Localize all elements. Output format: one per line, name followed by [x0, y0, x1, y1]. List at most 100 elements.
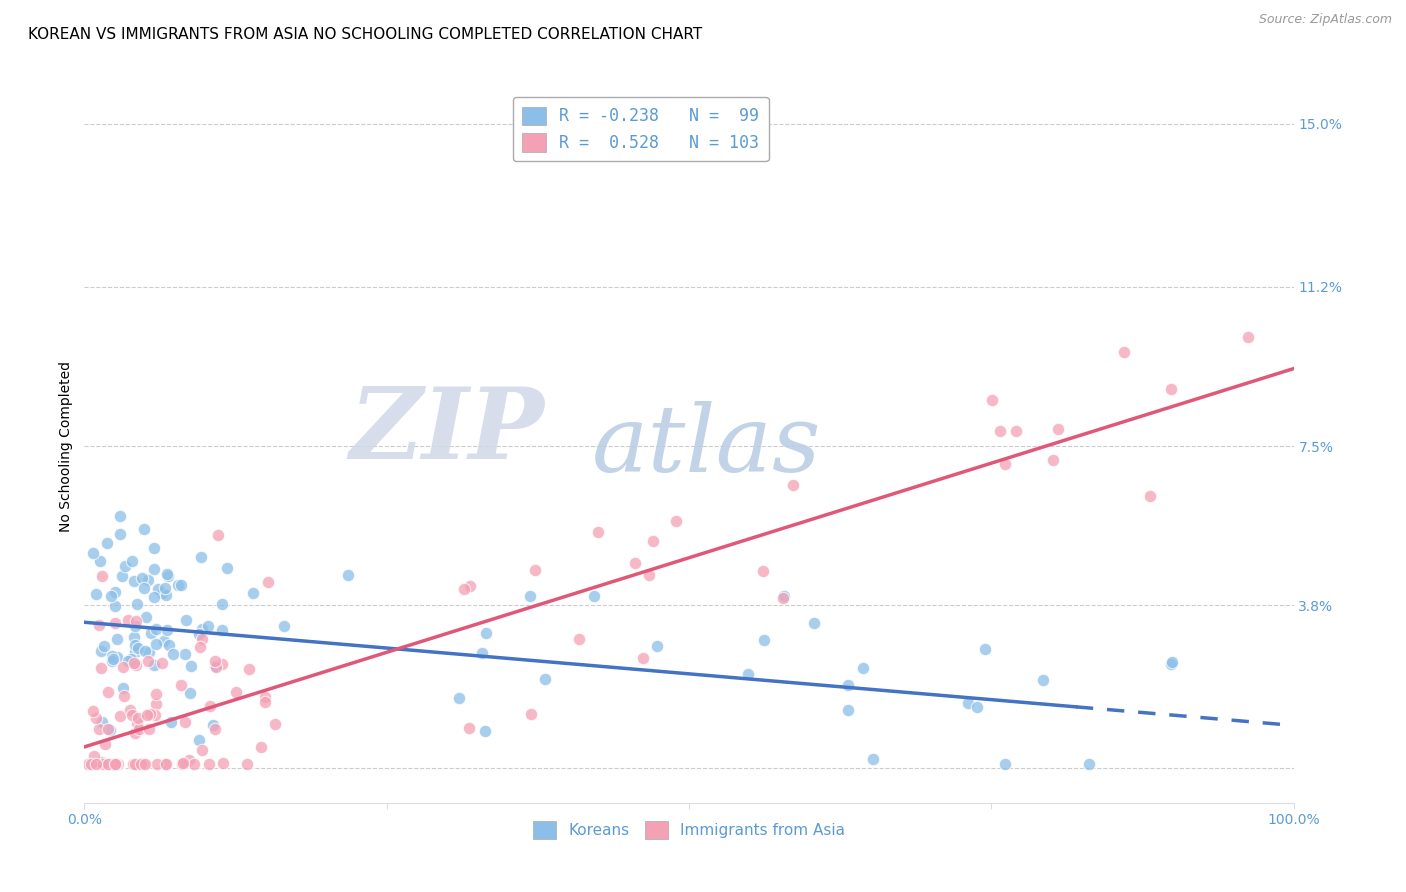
Point: [127, 640, 149, 655]
Point: [1114, 345, 1136, 359]
Point: [170, 678, 193, 692]
Point: [139, 626, 162, 640]
Point: [582, 590, 605, 604]
Point: [122, 657, 145, 671]
Point: [84, 710, 107, 724]
Point: [191, 622, 214, 636]
Point: [82, 704, 104, 718]
Point: [1047, 422, 1070, 436]
Point: [637, 567, 659, 582]
Point: [837, 703, 859, 717]
Point: [146, 757, 169, 772]
Text: ZIP: ZIP: [349, 384, 544, 480]
Point: [110, 569, 132, 583]
Point: [166, 578, 188, 592]
Point: [1032, 673, 1054, 687]
Point: [201, 718, 224, 732]
Point: [162, 648, 184, 662]
Point: [197, 619, 219, 633]
Point: [145, 697, 167, 711]
Point: [104, 616, 127, 631]
Point: [205, 659, 228, 673]
Point: [90, 755, 112, 769]
Y-axis label: No Schooling Completed: No Schooling Completed: [59, 360, 73, 532]
Point: [112, 660, 135, 674]
Point: [142, 590, 165, 604]
Point: [104, 757, 127, 772]
Point: [773, 590, 796, 604]
Point: [145, 687, 167, 701]
Point: [973, 641, 995, 656]
Point: [82, 546, 104, 560]
Point: [80, 757, 103, 772]
Point: [105, 757, 128, 772]
Point: [138, 645, 160, 659]
Point: [782, 478, 804, 492]
Point: [143, 541, 166, 555]
Point: [105, 632, 128, 646]
Point: [108, 509, 131, 524]
Point: [174, 647, 197, 661]
Point: [91, 714, 114, 729]
Point: [104, 599, 127, 614]
Point: [122, 630, 145, 644]
Point: [129, 757, 152, 772]
Point: [772, 591, 794, 605]
Point: [89, 554, 111, 568]
Point: [994, 457, 1017, 471]
Point: [101, 654, 124, 668]
Point: [107, 757, 129, 772]
Point: [204, 658, 226, 673]
Point: [138, 573, 160, 587]
Point: [180, 658, 202, 673]
Point: [191, 632, 214, 646]
Point: [104, 584, 127, 599]
Point: [519, 590, 541, 604]
Point: [156, 567, 179, 582]
Point: [211, 657, 233, 672]
Point: [91, 569, 114, 583]
Point: [132, 581, 155, 595]
Point: [101, 757, 124, 772]
Point: [474, 724, 496, 739]
Point: [457, 721, 479, 735]
Point: [177, 753, 200, 767]
Point: [145, 622, 167, 636]
Point: [159, 714, 181, 729]
Point: [1160, 382, 1182, 396]
Point: [105, 649, 128, 664]
Point: [862, 752, 884, 766]
Point: [114, 558, 136, 573]
Point: [453, 582, 475, 596]
Point: [132, 522, 155, 536]
Text: KOREAN VS IMMIGRANTS FROM ASIA NO SCHOOLING COMPLETED CORRELATION CHART: KOREAN VS IMMIGRANTS FROM ASIA NO SCHOOL…: [28, 27, 703, 42]
Point: [89, 618, 111, 632]
Point: [238, 662, 260, 676]
Point: [125, 597, 148, 611]
Point: [568, 632, 591, 646]
Point: [273, 619, 295, 633]
Point: [124, 574, 146, 588]
Point: [96, 536, 118, 550]
Legend: Koreans, Immigrants from Asia: Koreans, Immigrants from Asia: [527, 815, 851, 845]
Point: [264, 717, 287, 731]
Point: [449, 690, 471, 705]
Point: [100, 649, 122, 664]
Point: [1161, 655, 1184, 669]
Point: [187, 627, 209, 641]
Point: [103, 757, 125, 772]
Point: [104, 757, 127, 772]
Point: [121, 554, 143, 568]
Text: atlas: atlas: [592, 401, 821, 491]
Point: [152, 586, 174, 600]
Point: [212, 756, 235, 770]
Point: [257, 574, 280, 589]
Point: [957, 697, 980, 711]
Point: [120, 651, 142, 665]
Point: [211, 597, 233, 611]
Point: [852, 661, 875, 675]
Point: [124, 638, 146, 652]
Point: [122, 757, 145, 772]
Point: [120, 703, 142, 717]
Point: [475, 626, 498, 640]
